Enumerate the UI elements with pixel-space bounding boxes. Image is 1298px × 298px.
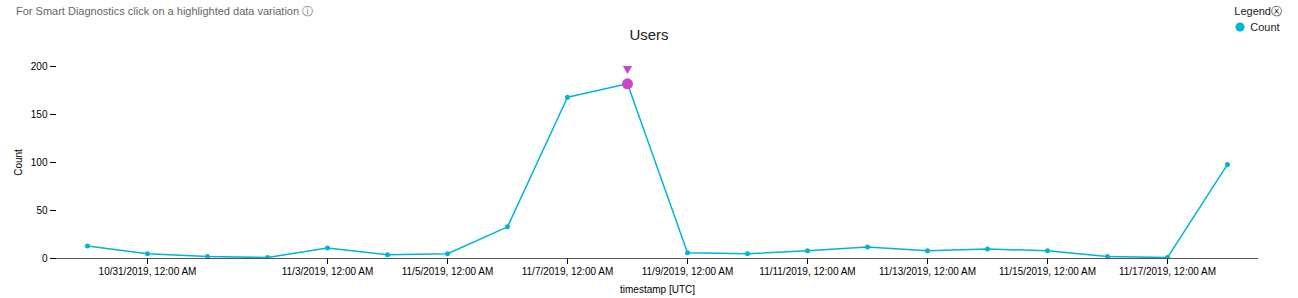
html-text:Count: Count	[1250, 21, 1280, 33]
html-text:Users: Users	[629, 26, 669, 43]
svg-text:11/5/2019, 12:00 AM: 11/5/2019, 12:00 AM	[402, 266, 494, 277]
svg-text:11/17/2019, 12:00 AM: 11/17/2019, 12:00 AM	[1119, 266, 1216, 277]
html-text:For Smart Diagnostics click on: For Smart Diagnostics click on a highlig…	[16, 5, 314, 17]
svg-text:timestamp [UTC]: timestamp [UTC]	[620, 284, 695, 295]
svg-text:50: 50	[36, 205, 48, 216]
svg-text:11/13/2019, 12:00 AM: 11/13/2019, 12:00 AM	[879, 266, 976, 277]
svg-text:Count: Count	[13, 149, 24, 176]
svg-text:11/3/2019, 12:00 AM: 11/3/2019, 12:00 AM	[282, 266, 374, 277]
svg-text:200: 200	[31, 61, 48, 72]
svg-text:100: 100	[31, 157, 48, 168]
html-text:Legendⓧ: Legendⓧ	[1234, 5, 1282, 17]
svg-text:11/15/2019, 12:00 AM: 11/15/2019, 12:00 AM	[999, 266, 1096, 277]
svg-text:11/7/2019, 12:00 AM: 11/7/2019, 12:00 AM	[522, 266, 614, 277]
svg-text:11/11/2019, 12:00 AM: 11/11/2019, 12:00 AM	[759, 266, 855, 277]
svg-text:0: 0	[42, 253, 48, 264]
svg-text:150: 150	[31, 109, 48, 120]
svg-text:10/31/2019, 12:00 AM: 10/31/2019, 12:00 AM	[99, 266, 197, 277]
svg-text:11/9/2019, 12:00 AM: 11/9/2019, 12:00 AM	[642, 266, 734, 277]
